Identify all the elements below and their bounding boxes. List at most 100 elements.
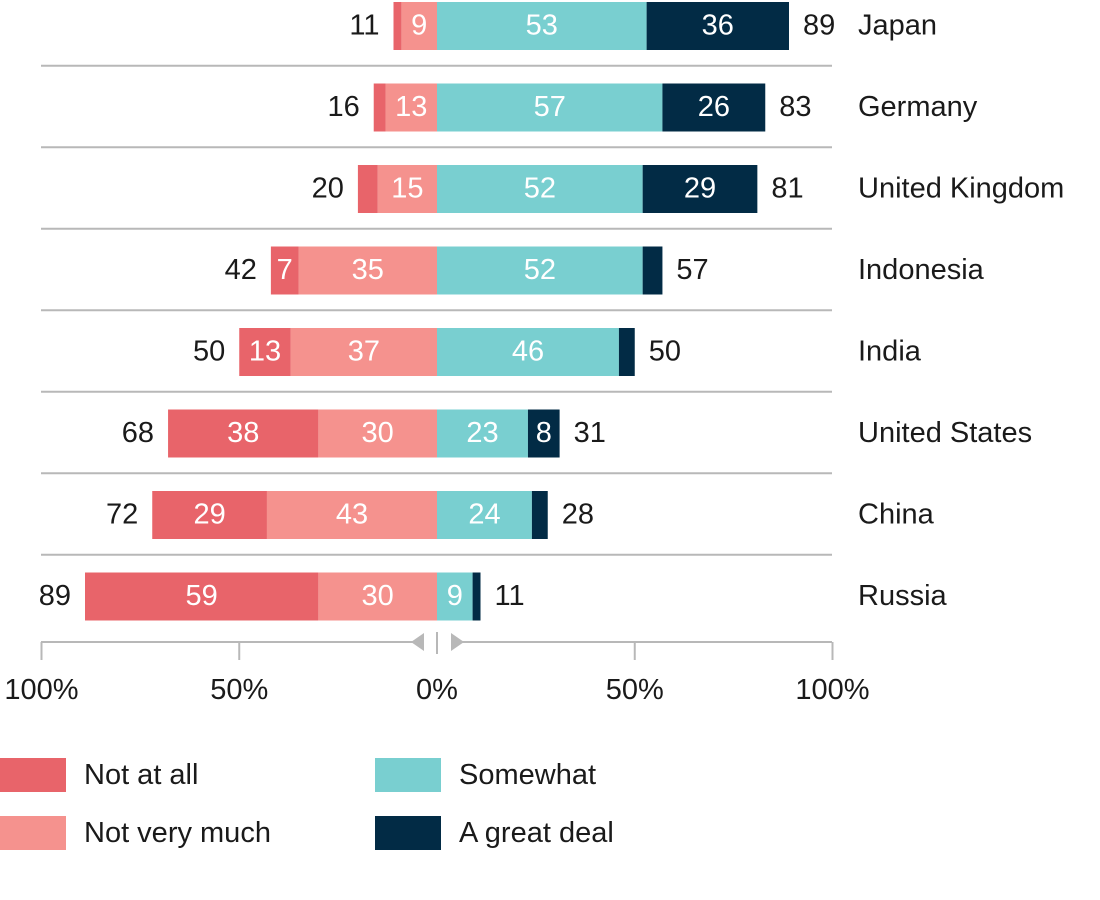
- bar-not-at-all-india: [239, 328, 291, 376]
- category-label-united-kingdom: United Kingdom: [858, 173, 1064, 205]
- positive-total-united-kingdom: 81: [771, 173, 803, 205]
- legend-label-not-at-all: Not at all: [84, 758, 199, 791]
- negative-total-united-states: 68: [122, 417, 154, 449]
- bar-not-very-much-united-states: [318, 409, 437, 458]
- category-label-china: China: [858, 499, 935, 531]
- x-tick-label: 0%: [416, 674, 458, 706]
- bar-a-great-deal-indonesia: [642, 246, 663, 295]
- bar-somewhat-india: [437, 328, 619, 376]
- data-label-not-at-all-china: 29: [193, 499, 225, 531]
- legend-label-a-great-deal: A great deal: [459, 816, 614, 849]
- category-label-japan: Japan: [858, 10, 937, 42]
- data-label-not-very-much-united-states: 30: [362, 417, 394, 449]
- legend-label-somewhat: Somewhat: [459, 758, 597, 791]
- bar-a-great-deal-russia: [472, 572, 481, 621]
- data-label-somewhat-japan: 53: [526, 10, 558, 42]
- negative-total-russia: 89: [39, 580, 71, 612]
- data-label-not-at-all-united-states: 38: [227, 417, 259, 449]
- bar-not-at-all-germany: [373, 83, 386, 132]
- legend-item-not-very-much: Not very much: [0, 816, 271, 850]
- legend: Not at all Not very much Somewhat A grea…: [0, 758, 700, 858]
- category-label-indonesia: Indonesia: [858, 254, 985, 286]
- bar-somewhat-indonesia: [437, 246, 643, 295]
- left-arrow-icon: [411, 633, 424, 651]
- bar-a-great-deal-united-states: [527, 409, 560, 458]
- negative-total-germany: 16: [327, 91, 359, 123]
- legend-swatch-not-very-much: [0, 816, 66, 850]
- data-label-not-very-much-japan: 9: [411, 10, 427, 42]
- positive-total-russia: 11: [495, 580, 525, 612]
- data-label-not-very-much-indonesia: 35: [352, 254, 384, 286]
- bar-not-at-all-china: [152, 491, 267, 539]
- positive-total-germany: 83: [779, 91, 811, 123]
- bar-a-great-deal-china: [531, 491, 548, 539]
- bar-not-at-all-indonesia: [270, 246, 299, 295]
- bar-a-great-deal-germany: [662, 83, 766, 132]
- legend-label-not-very-much: Not very much: [84, 816, 271, 849]
- category-label-united-states: United States: [858, 417, 1032, 449]
- category-label-germany: Germany: [858, 91, 978, 123]
- positive-total-japan: 89: [803, 10, 835, 42]
- bar-somewhat-russia: [437, 572, 473, 621]
- bar-a-great-deal-india: [618, 328, 635, 376]
- positive-total-india: 50: [649, 336, 681, 368]
- category-label-india: India: [858, 336, 922, 368]
- x-tick-label: 50%: [606, 674, 664, 706]
- bar-not-at-all-russia: [85, 572, 319, 621]
- legend-item-a-great-deal: A great deal: [375, 816, 614, 850]
- data-label-not-very-much-china: 43: [336, 499, 368, 531]
- bar-somewhat-united-states: [437, 409, 528, 458]
- bar-somewhat-china: [437, 491, 532, 539]
- data-label-not-very-much-germany: 13: [395, 91, 427, 123]
- bar-not-at-all-japan: [393, 2, 402, 50]
- positive-total-united-states: 31: [574, 417, 606, 449]
- bar-not-very-much-indonesia: [298, 246, 437, 295]
- data-label-not-at-all-russia: 59: [186, 580, 218, 612]
- legend-swatch-a-great-deal: [375, 816, 441, 850]
- bar-not-very-much-china: [266, 491, 437, 539]
- data-label-somewhat-india: 46: [512, 336, 544, 368]
- data-label-not-very-much-india: 37: [348, 336, 380, 368]
- data-label-a-great-deal-united-kingdom: 29: [684, 173, 716, 205]
- data-label-somewhat-germany: 57: [534, 91, 566, 123]
- bar-not-at-all-united-states: [168, 409, 319, 458]
- x-tick-label: 50%: [210, 674, 268, 706]
- data-label-not-very-much-russia: 30: [362, 580, 394, 612]
- data-label-somewhat-china: 24: [468, 499, 500, 531]
- x-tick-label: 100%: [4, 674, 78, 706]
- data-label-not-at-all-india: 13: [249, 336, 281, 368]
- bar-not-at-all-united-kingdom: [357, 165, 378, 213]
- negative-total-indonesia: 42: [225, 254, 257, 286]
- bar-not-very-much-united-kingdom: [377, 165, 437, 213]
- positive-total-china: 28: [562, 499, 594, 531]
- legend-swatch-somewhat: [375, 758, 441, 792]
- data-label-a-great-deal-japan: 36: [702, 10, 734, 42]
- legend-item-not-at-all: Not at all: [0, 758, 198, 792]
- data-label-somewhat-russia: 9: [447, 580, 463, 612]
- negative-total-china: 72: [106, 499, 138, 531]
- data-label-a-great-deal-united-states: 8: [536, 417, 552, 449]
- bar-somewhat-japan: [437, 2, 647, 50]
- bar-a-great-deal-united-kingdom: [642, 165, 758, 213]
- legend-item-somewhat: Somewhat: [375, 758, 596, 792]
- data-label-somewhat-indonesia: 52: [524, 254, 556, 286]
- data-label-somewhat-united-kingdom: 52: [524, 173, 556, 205]
- x-tick-label: 100%: [795, 674, 869, 706]
- bar-not-very-much-germany: [385, 83, 437, 132]
- bar-not-very-much-india: [290, 328, 437, 376]
- bar-not-very-much-russia: [318, 572, 437, 621]
- bar-not-very-much-japan: [401, 2, 437, 50]
- bar-somewhat-germany: [437, 83, 663, 132]
- data-label-somewhat-united-states: 23: [466, 417, 498, 449]
- positive-total-indonesia: 57: [676, 254, 708, 286]
- bar-somewhat-united-kingdom: [437, 165, 643, 213]
- bar-a-great-deal-japan: [646, 2, 789, 50]
- data-label-a-great-deal-germany: 26: [698, 91, 730, 123]
- data-label-not-very-much-united-kingdom: 15: [391, 173, 423, 205]
- negative-total-united-kingdom: 20: [312, 173, 344, 205]
- right-arrow-icon: [451, 633, 464, 651]
- legend-swatch-not-at-all: [0, 758, 66, 792]
- negative-total-india: 50: [193, 336, 225, 368]
- negative-total-japan: 11: [349, 10, 379, 42]
